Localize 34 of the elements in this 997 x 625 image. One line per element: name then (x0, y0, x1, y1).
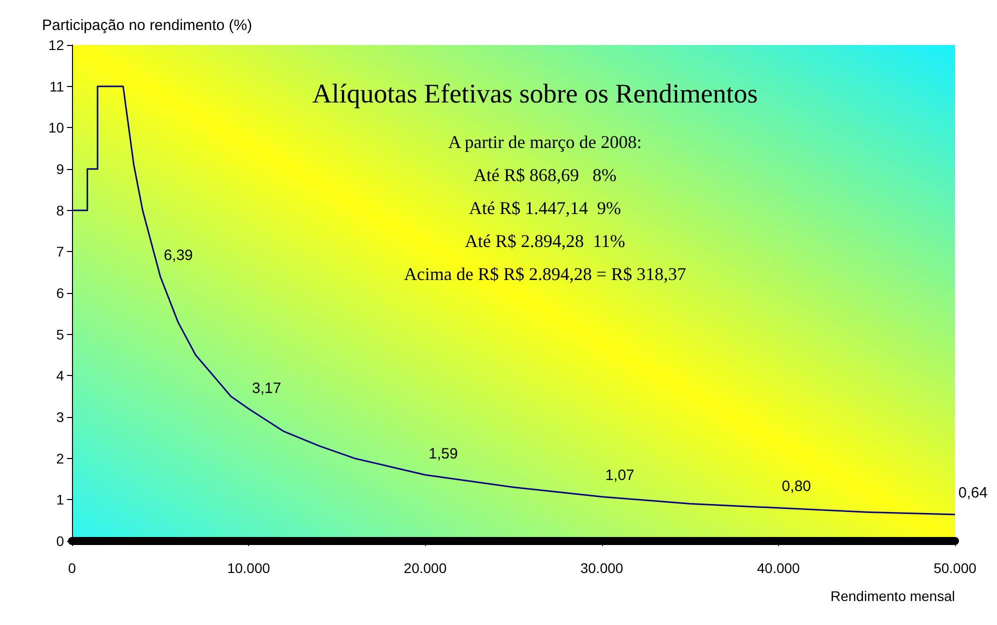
y-tick-label: 3 (56, 409, 64, 425)
annotation: 3,17 (252, 380, 282, 397)
x-tick-label: 40.000 (756, 560, 800, 576)
y-tick-label: 4 (56, 368, 64, 384)
y-tick-label: 10 (48, 120, 64, 136)
annotation: Até R$ 1.447,14 9% (469, 198, 621, 218)
x-tick-label: 0 (68, 560, 76, 576)
y-tick-label: 1 (56, 492, 64, 508)
line-series (71, 86, 956, 516)
annotation: Até R$ 2.894,28 11% (464, 231, 626, 251)
annotation: A partir de março de 2008: (448, 132, 642, 152)
annotation: 0,80 (782, 478, 811, 495)
annotation: 6,39 (164, 246, 193, 264)
y-axis-title: Participação no rendimento (%) (42, 17, 252, 34)
y-tick-label: 2 (56, 450, 64, 466)
annotation: Até R$ 868,69 8% (474, 165, 616, 185)
x-axis-title: Rendimento mensal (830, 588, 955, 604)
y-tick-label: 8 (56, 202, 64, 218)
y-tick-label: 6 (56, 285, 64, 301)
x-tick-label: 10.000 (227, 560, 270, 576)
annotation: Acima de R$ R$ 2.894,28 = R$ 318,37 (404, 264, 686, 284)
annotation: 1,07 (605, 466, 634, 484)
y-tick-label: 11 (49, 78, 64, 94)
y-tick-label: 7 (56, 244, 64, 260)
x-tick-label: 50.000 (934, 560, 977, 576)
x-tick-label: 20.000 (404, 560, 447, 576)
annotation: 1,59 (428, 445, 458, 462)
y-tick-label: 12 (48, 37, 64, 53)
y-tick-label: 0 (56, 533, 64, 549)
annotation: 0,64 (958, 484, 988, 502)
y-tick-label: 5 (56, 326, 64, 342)
x-tick-label: 30.000 (580, 560, 624, 576)
text: Alíquotas Efetivas sobre os Rendimentos (312, 78, 758, 108)
y-tick-label: 9 (56, 161, 64, 177)
